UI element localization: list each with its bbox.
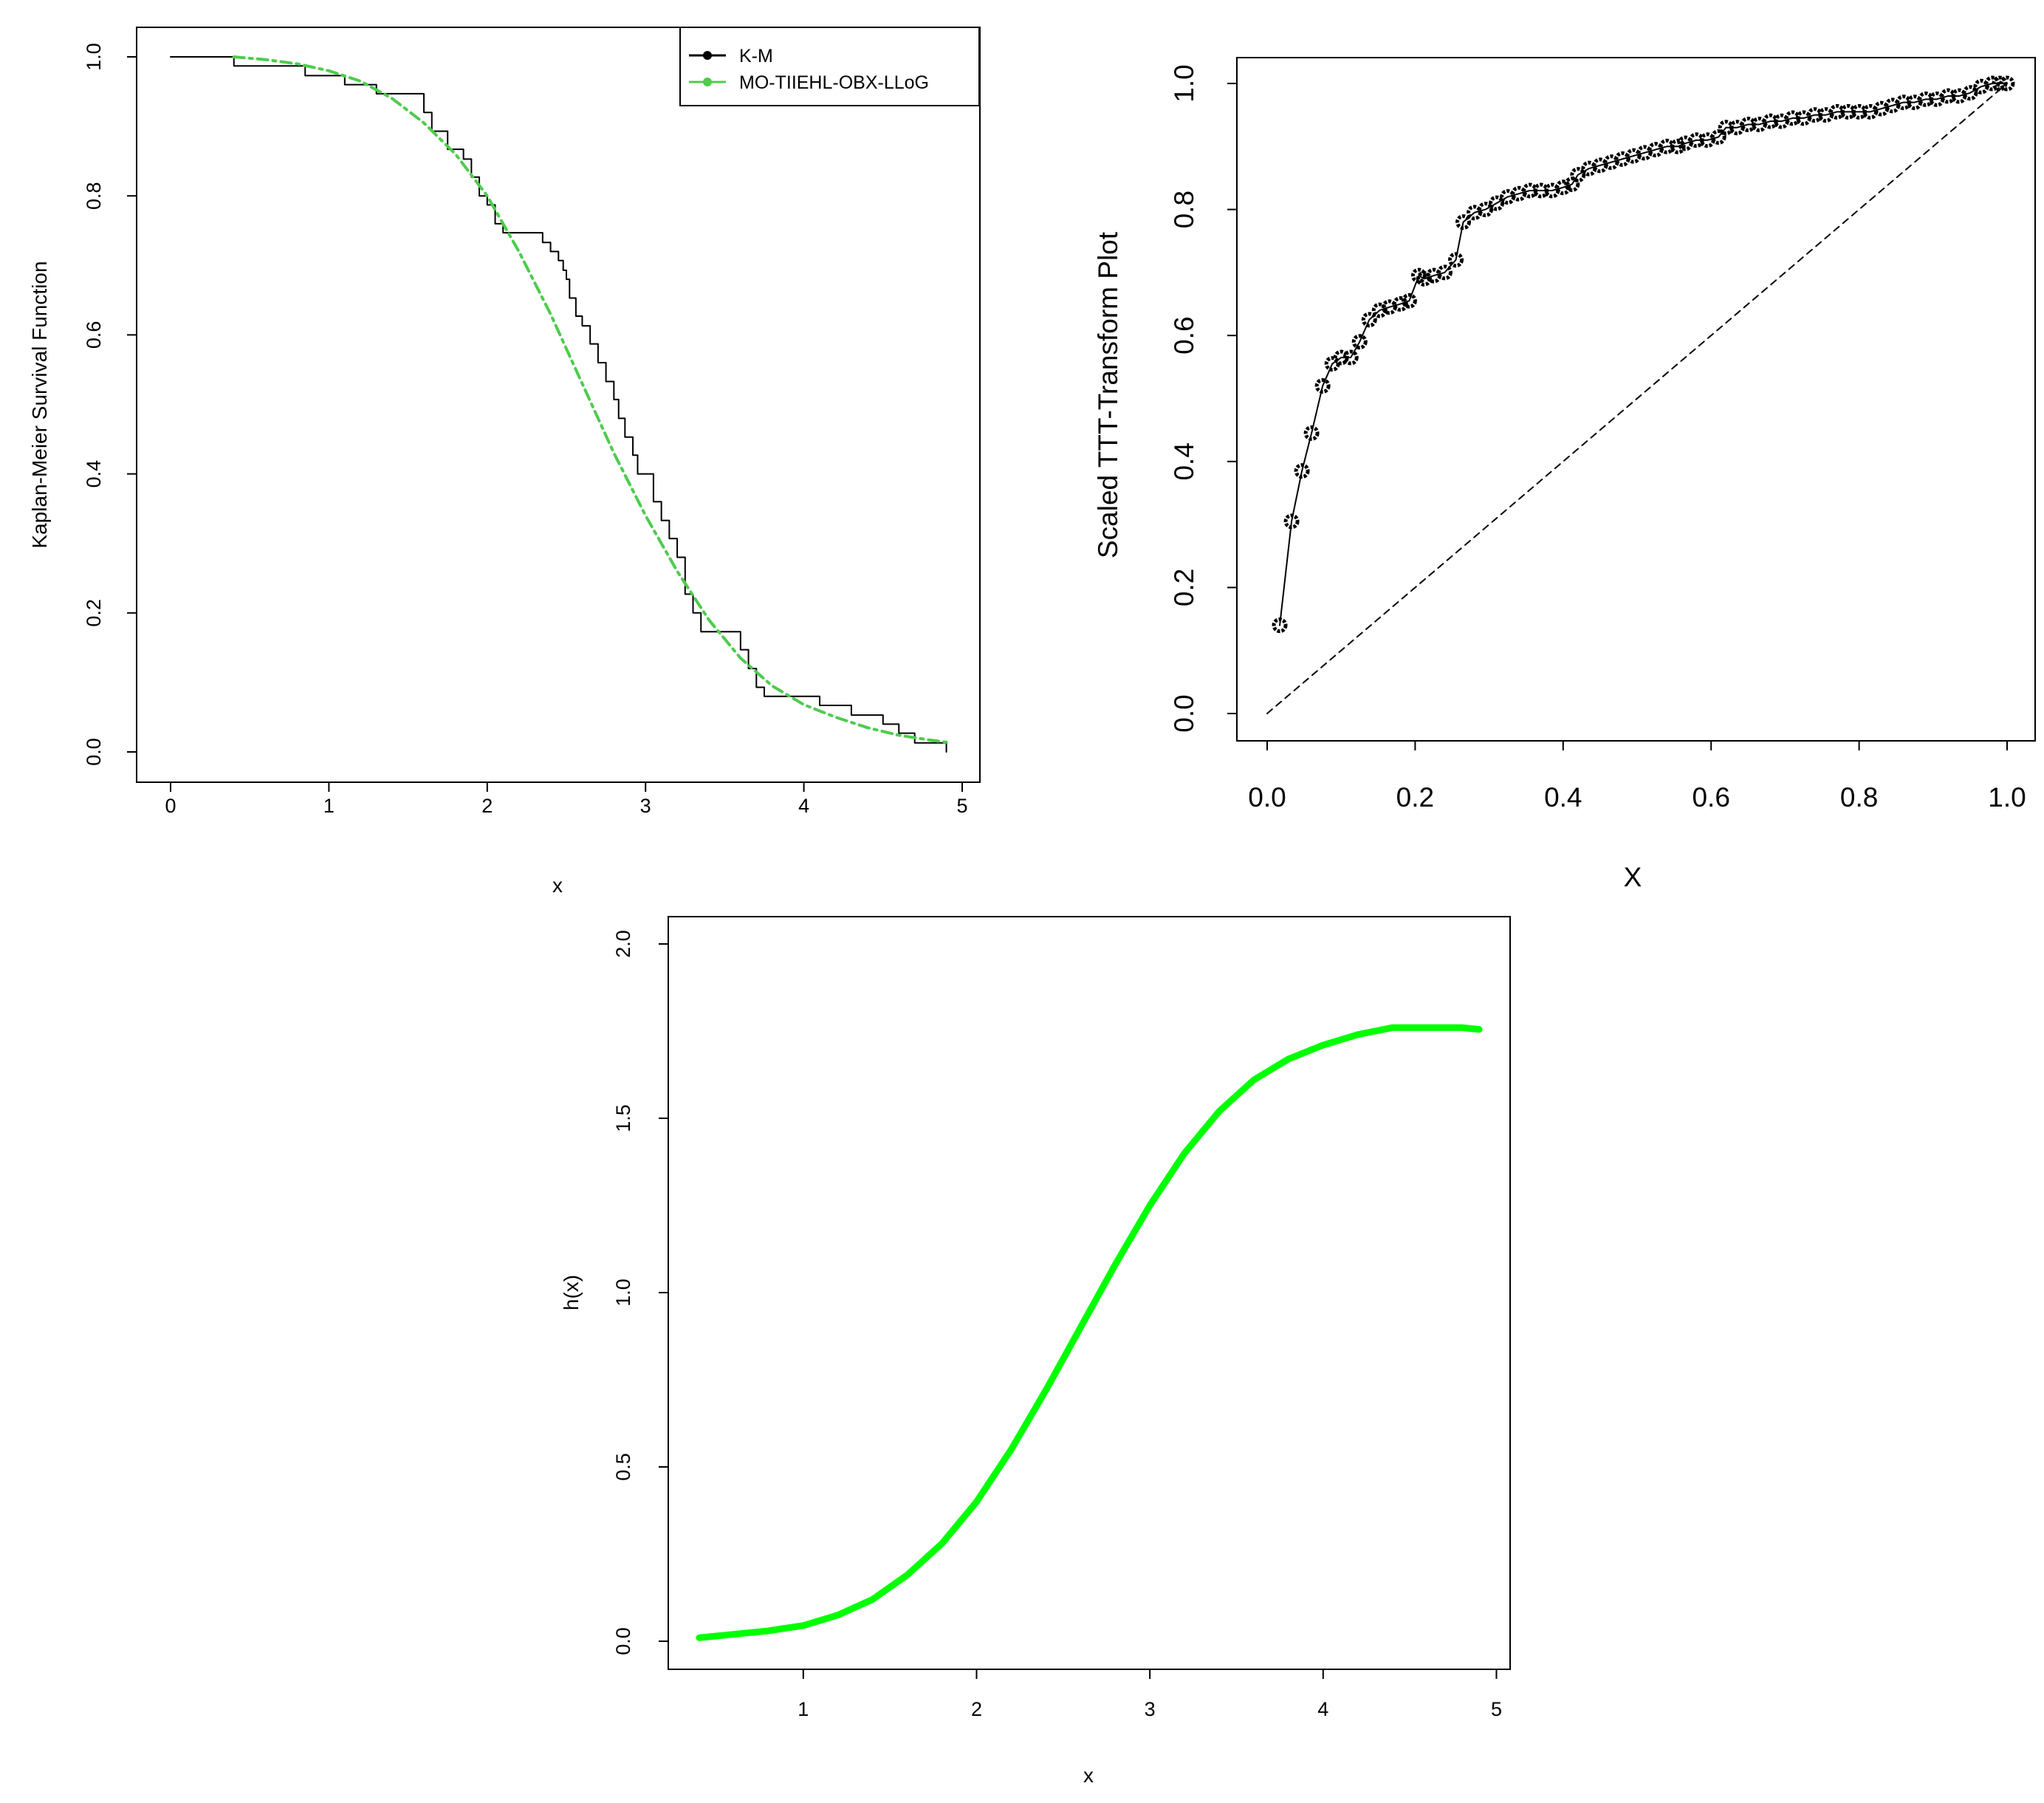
km-legend-swatch-point-0 <box>703 51 712 60</box>
x-tick-label: 2 <box>971 1698 982 1720</box>
ttt-y-axis-title: Scaled TTT-Transform Plot <box>1093 231 1123 558</box>
km-series <box>170 55 948 753</box>
km-survival-plot: 0 1 2 3 4 5 0.0 0.2 0.4 0.6 0.8 1.0 x Kaplan-Meier … <box>28 27 981 897</box>
ttt-point <box>1324 356 1340 372</box>
ttt-point <box>1478 202 1494 218</box>
x-tick-label: 3 <box>1145 1698 1156 1720</box>
ttt-point <box>1283 513 1300 530</box>
km-legend: K-M MO-TIIEHL-OBX-LLoG <box>679 27 980 106</box>
y-tick-label: 0.0 <box>83 738 105 766</box>
ttt-point <box>1303 425 1320 441</box>
x-tick-label: 4 <box>1317 1698 1328 1720</box>
x-tick-label: 0.8 <box>1840 782 1878 812</box>
hazard-axes: 1 2 3 4 5 0.0 0.5 1.0 1.5 2.0 <box>612 930 1502 1720</box>
ttt-point <box>1570 167 1586 183</box>
y-tick-label: 0.2 <box>1169 569 1199 606</box>
x-tick-label: 5 <box>1491 1698 1502 1720</box>
y-tick-label: 0.0 <box>1169 694 1199 732</box>
x-tick-label: 0 <box>165 795 176 817</box>
p3-series-line-0 <box>696 1024 1483 1641</box>
x-tick-label: 1 <box>323 795 335 817</box>
ttt-x-axis-title: X <box>1624 862 1642 892</box>
ttt-axes: 0.0 0.2 0.4 0.6 0.8 1.0 0.0 0.2 0.4 0.6 0.8 1.0 <box>1169 64 2026 812</box>
p1-series-line-0 <box>170 56 947 753</box>
km-legend-label-km: K-M <box>739 46 773 66</box>
x-tick-label: 0.6 <box>1692 782 1729 812</box>
hazard-rate-plot: 1 2 3 4 5 0.0 0.5 1.0 1.5 2.0 x h(x) <box>560 916 1511 1787</box>
ttt-point <box>1294 463 1310 479</box>
x-tick-label: 1 <box>798 1698 809 1720</box>
km-legend-swatch-point-1 <box>703 78 712 86</box>
ttt-point <box>1999 75 2015 92</box>
x-tick-label: 0.2 <box>1396 782 1434 812</box>
ttt-point <box>1455 214 1472 230</box>
y-tick-label: 2.0 <box>612 930 634 958</box>
km-y-axis-title: Kaplan-Meier Survival Function <box>28 261 51 548</box>
ttt-point <box>1489 195 1505 211</box>
km-axes: 0 1 2 3 4 5 0.0 0.2 0.4 0.6 0.8 1.0 <box>83 43 968 817</box>
y-tick-label: 0.6 <box>83 321 105 349</box>
ttt-point <box>1984 75 2000 92</box>
ttt-point <box>1333 349 1349 366</box>
hazard-series <box>696 1024 1483 1641</box>
x-tick-label: 2 <box>481 795 493 817</box>
x-tick-label: 0.0 <box>1248 782 1286 812</box>
y-tick-label: 1.0 <box>612 1279 634 1307</box>
ttt-point <box>1962 85 1978 101</box>
ttt-point <box>1448 252 1464 268</box>
y-tick-label: 1.0 <box>83 43 105 71</box>
ttt-point <box>1351 334 1368 350</box>
km-plot-frame <box>136 27 981 783</box>
ttt-series <box>1266 75 2015 714</box>
y-tick-label: 0.6 <box>1169 316 1199 354</box>
y-tick-label: 1.5 <box>612 1104 634 1132</box>
y-tick-label: 0.8 <box>1169 191 1199 228</box>
y-tick-label: 0.2 <box>83 599 105 627</box>
hazard-x-axis-title: x <box>1083 1764 1094 1787</box>
p1-series-line-1 <box>232 55 948 744</box>
km-legend-label-model: MO-TIIEHL-OBX-LLoG <box>739 72 929 93</box>
ttt-point <box>1710 129 1726 146</box>
p2-series-line-1 <box>1266 83 2008 714</box>
ttt-point <box>1401 292 1417 309</box>
km-x-axis-title: x <box>552 874 563 897</box>
p2-series-line-0 <box>1279 83 2008 626</box>
ttt-point <box>1314 377 1331 394</box>
ttt-point <box>1436 264 1453 281</box>
ttt-point <box>1342 349 1359 366</box>
y-tick-label: 0.8 <box>83 182 105 210</box>
y-tick-label: 0.4 <box>1169 442 1199 480</box>
km-legend-box <box>679 27 980 106</box>
ttt-point <box>1361 312 1377 328</box>
ttt-point <box>1670 138 1686 154</box>
y-tick-label: 1.0 <box>1169 64 1199 102</box>
x-tick-label: 5 <box>956 795 967 817</box>
x-tick-label: 1.0 <box>1988 782 2026 812</box>
x-tick-label: 3 <box>640 795 651 817</box>
hazard-y-axis-title: h(x) <box>560 1275 583 1310</box>
x-tick-label: 0.4 <box>1544 782 1582 812</box>
x-tick-label: 4 <box>798 795 809 817</box>
ttt-point <box>1272 617 1288 634</box>
y-tick-label: 0.0 <box>612 1627 634 1655</box>
ttt-transform-plot: 0.0 0.2 0.4 0.6 0.8 1.0 0.0 0.2 0.4 0.6 0.8 1.0 X S… <box>1093 57 2036 892</box>
y-tick-label: 0.4 <box>83 460 105 488</box>
y-tick-label: 0.5 <box>612 1453 634 1481</box>
